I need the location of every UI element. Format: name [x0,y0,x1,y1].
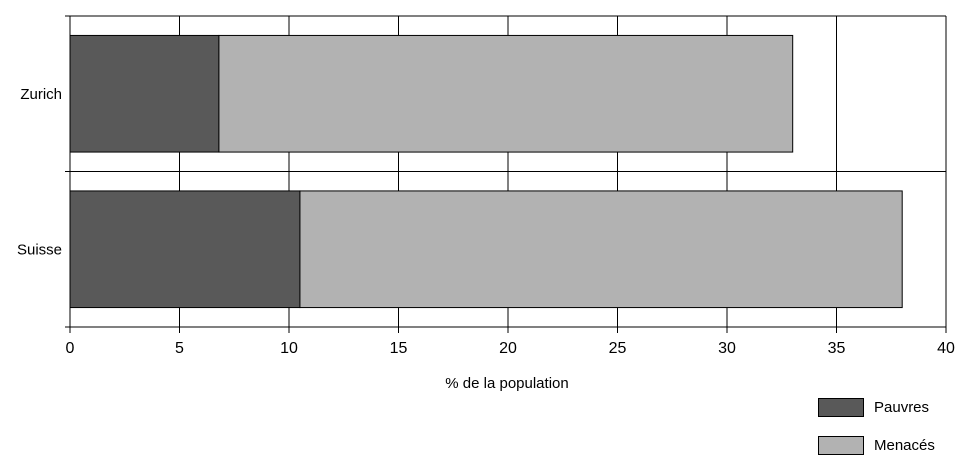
legend-swatch-pauvres [818,398,864,417]
x-tick-label-15: 15 [390,340,408,357]
x-tick-label-30: 30 [718,340,736,357]
bar-suisse-pauvres [69,190,301,309]
axis-layer: Zurich Suisse 0 5 10 15 20 25 30 35 40 [17,15,955,357]
legend-label-pauvres: Pauvres [874,399,930,416]
x-tick-label-5: 5 [175,340,184,357]
x-tick-label-25: 25 [609,340,627,357]
legend-swatch-menaces [818,436,864,455]
bars-layer [69,34,903,309]
legend-label-menaces: Menacés [874,437,935,454]
y-tick-label-zurich: Zurich [20,86,62,103]
legend-item-pauvres: Pauvres [818,398,929,417]
bar-zurich-menaces [218,34,794,153]
legend-item-menaces: Menacés [818,436,935,455]
bar-zurich-pauvres [69,34,220,153]
x-tick-label-40: 40 [937,340,955,357]
x-tick-label-10: 10 [280,340,298,357]
x-tick-label-35: 35 [828,340,846,357]
x-tick-label-0: 0 [66,340,75,357]
bar-suisse-menaces [299,190,903,309]
x-axis-title: % de la population [445,375,568,392]
y-tick-label-suisse: Suisse [17,241,62,258]
x-tick-label-20: 20 [499,340,517,357]
